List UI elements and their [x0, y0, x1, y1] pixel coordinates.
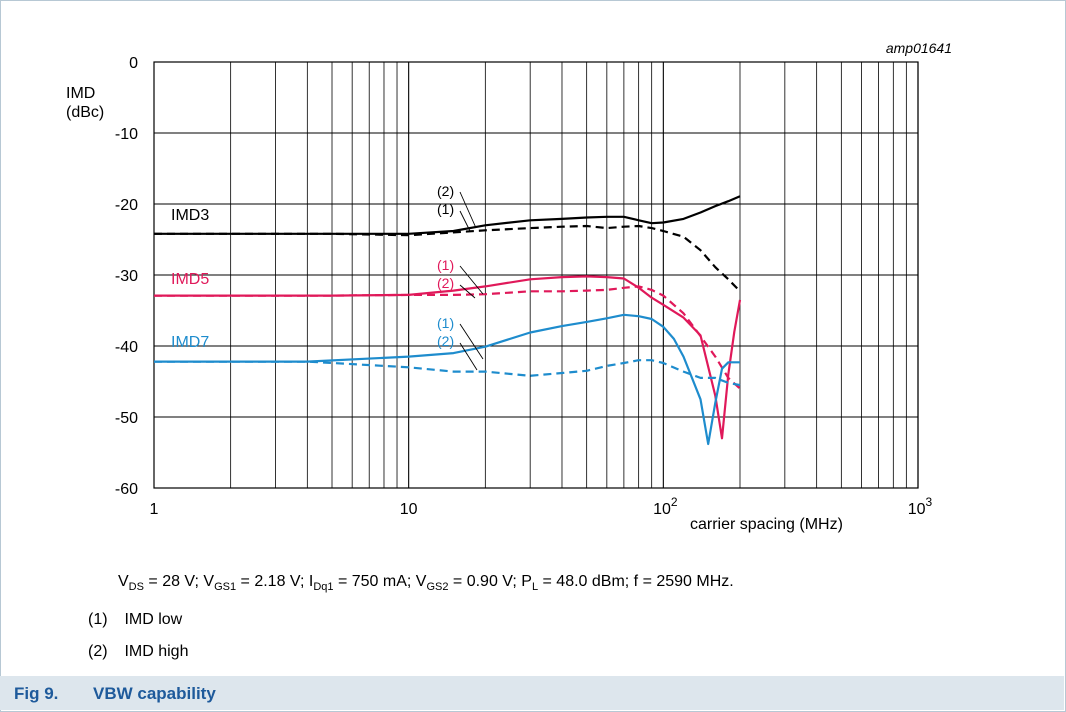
series-line-imd5-low: [154, 275, 742, 440]
callout-leader: [459, 191, 477, 229]
callout-leader: [459, 284, 476, 299]
note-imd-low: (1) IMD low: [88, 611, 183, 628]
callout-leader: [459, 210, 471, 232]
y-tick-label: -20: [115, 197, 138, 214]
series-line-imd3-high: [154, 224, 741, 293]
y-tick-label: -40: [115, 339, 138, 356]
x-axis-label: carrier spacing (MHz): [690, 516, 843, 533]
callout-leader: [459, 323, 484, 360]
curve-label-imd5: IMD5: [171, 271, 209, 288]
callout-label: (2): [437, 333, 454, 349]
y-axis-label-line2: (dBc): [66, 104, 104, 121]
test-conditions: VDS = 28 V; VGS1 = 2.18 V; IDq1 = 750 mA…: [118, 573, 734, 594]
callout-leader: [459, 265, 484, 295]
callout-label: (1): [437, 201, 454, 217]
curve-label-imd3: IMD3: [171, 207, 209, 224]
y-axis-label-line1: IMD: [66, 85, 95, 102]
chart-plot-area: [154, 195, 742, 446]
x-tick-label: 10: [400, 501, 418, 518]
series-line-imd3-low: [154, 195, 741, 235]
x-tick-label: 1: [150, 501, 159, 518]
x-tick-label: 102: [653, 495, 678, 518]
chart-grid: [153, 61, 919, 489]
callout-label: (1): [437, 315, 454, 331]
callout-label: (2): [437, 275, 454, 291]
x-tick-exponent: 3: [926, 495, 933, 509]
figure-number: Fig 9.: [14, 684, 59, 703]
y-tick-label: -10: [115, 126, 138, 143]
chart-id-label: amp01641: [886, 40, 952, 56]
curve-label-imd7: IMD7: [171, 334, 209, 351]
series-line-imd5-high: [154, 285, 741, 390]
callout-label: (1): [437, 257, 454, 273]
y-tick-label: 0: [129, 55, 138, 72]
y-tick-label: -60: [115, 481, 138, 498]
note-imd-high: (2) IMD high: [88, 643, 189, 660]
series-line-imd7-low: [154, 313, 740, 446]
y-tick-label: -30: [115, 268, 138, 285]
imd-chart: 0-10-20-30-40-50-601 10 102 103IMD3IMD5IMD7…: [66, 40, 952, 533]
chart-labels: 0 -10 -20 -30 -40 -50 -60 1 10 102 103 IMD3 IMD5 IMD7…: [115, 55, 933, 518]
figure-caption: Fig 9. VBW capability: [0, 676, 1064, 710]
callout-leader: [459, 342, 478, 371]
callout-label: (2): [437, 183, 454, 199]
figure-title: VBW capability: [93, 684, 216, 703]
x-tick-exponent: 2: [671, 495, 678, 509]
x-tick-label: 103: [908, 495, 933, 518]
y-tick-label: -50: [115, 410, 138, 427]
series-line-imd7-high: [154, 359, 741, 387]
